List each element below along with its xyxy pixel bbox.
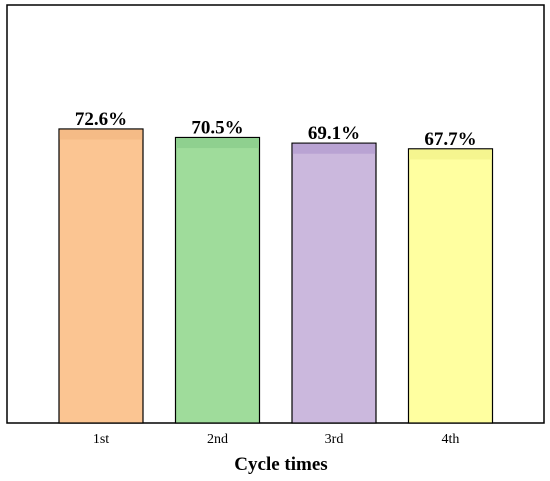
tick-label-1st: 1st <box>93 432 109 447</box>
data-label-1st: 72.6% <box>75 109 127 130</box>
bar-top-band-4th <box>409 149 492 160</box>
data-label-2nd: 70.5% <box>191 117 243 138</box>
tick-label-4th: 4th <box>442 432 460 447</box>
bar-2nd <box>174 136 261 424</box>
bars-group: 72.6% 70.5% 69.1% 67.7% <box>58 109 494 424</box>
plot-frame <box>6 4 545 424</box>
bar-top-band-1st <box>59 129 143 140</box>
bar-1st <box>58 128 144 424</box>
bar-top-band-3rd <box>292 143 376 154</box>
tick-label-2nd: 2nd <box>207 432 228 447</box>
bar-top-band-2nd <box>176 138 259 149</box>
x-axis-title: Cycle times <box>234 454 327 475</box>
tick-label-3rd: 3rd <box>325 432 344 447</box>
bar-4th <box>407 148 494 424</box>
bar-3rd <box>291 142 377 424</box>
x-tick-labels: 1st 2nd 3rd 4th <box>93 432 460 447</box>
data-label-3rd: 69.1% <box>308 123 360 144</box>
data-label-4th: 67.7% <box>424 129 476 150</box>
